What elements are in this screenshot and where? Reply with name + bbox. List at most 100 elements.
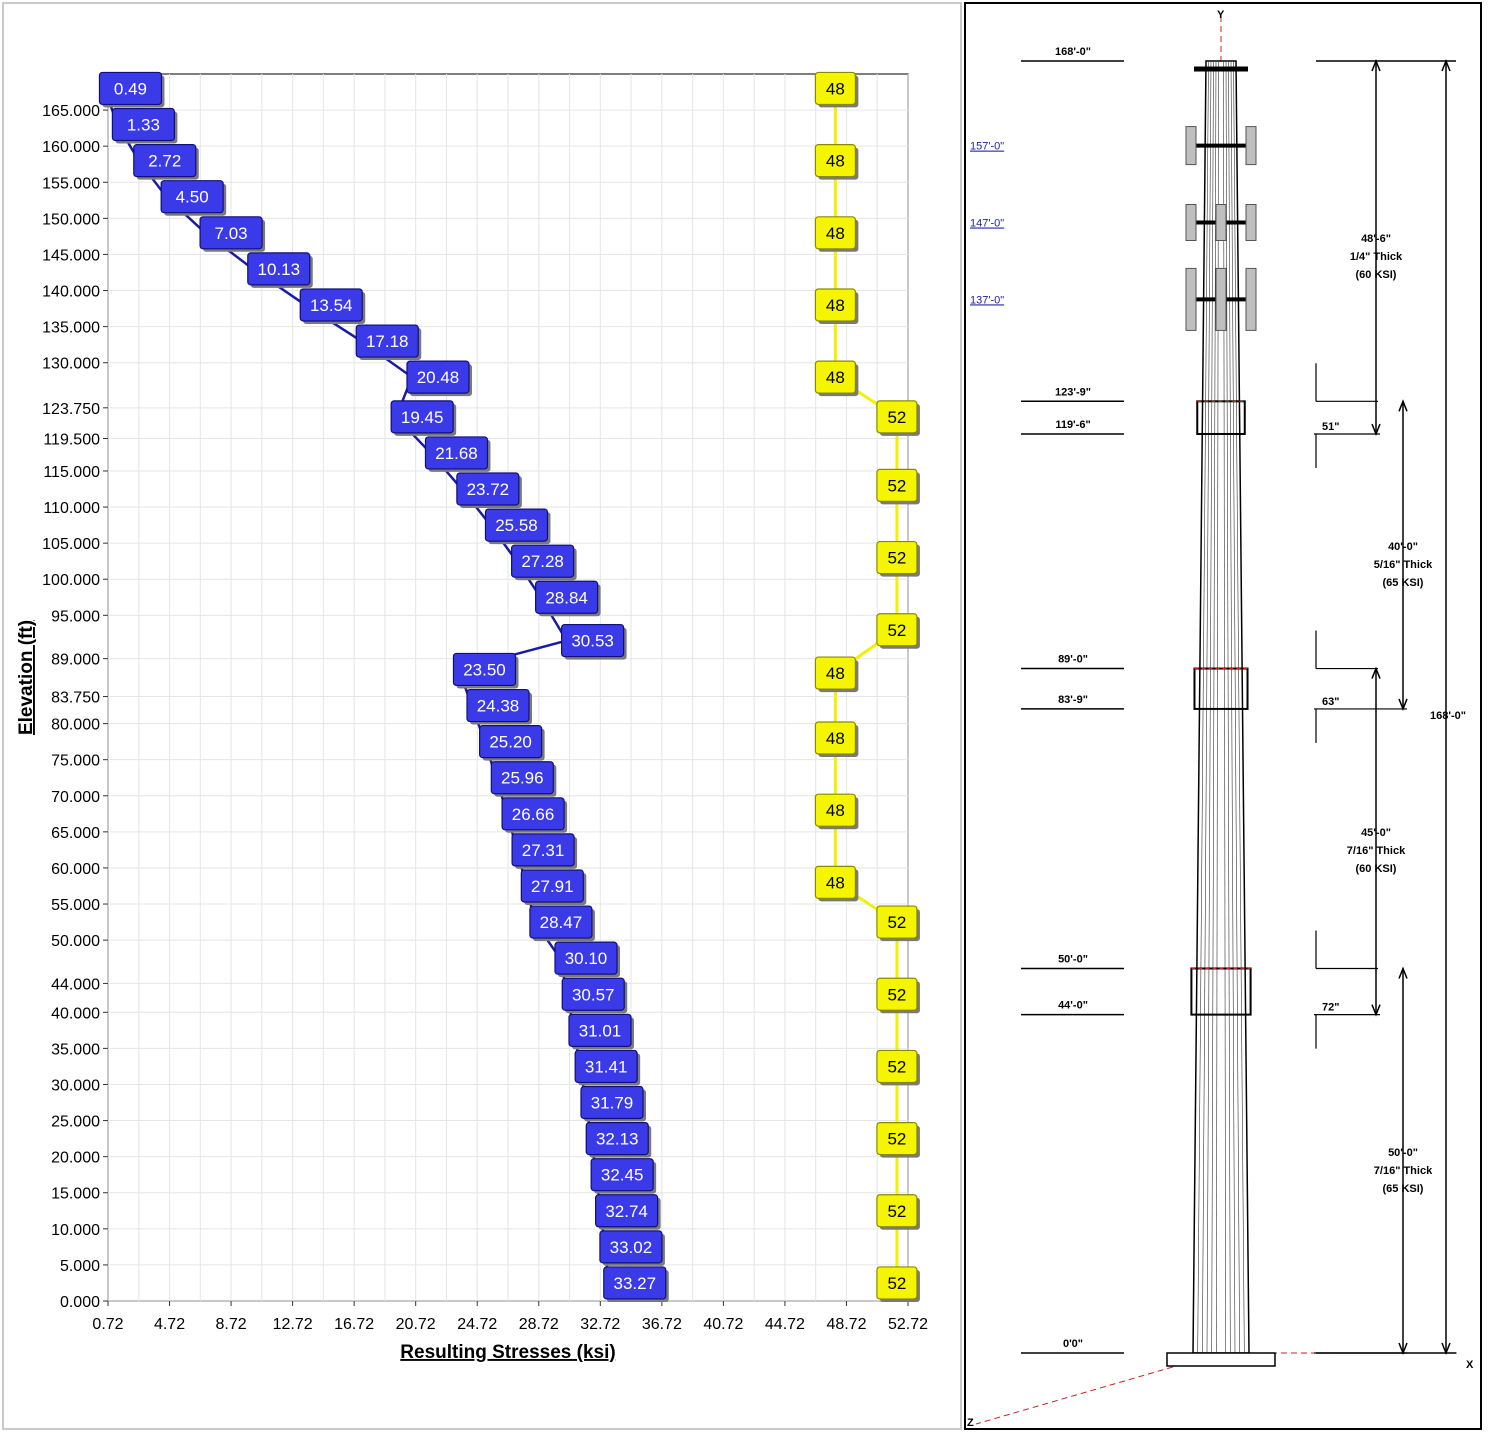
label-box [590,1158,654,1192]
label-box [160,180,224,214]
section-label: (65 KSI) [1383,1183,1424,1195]
elevation-label: 123'-9" [1055,386,1091,398]
label-box [247,252,311,286]
label-box [599,1230,663,1264]
y-tick-label: 30.000 [51,1077,100,1094]
label-text: 31.01 [579,1021,622,1040]
section-label: 7/16" Thick [1374,1165,1433,1177]
z-axis-label: Z [967,1417,974,1428]
y-tick-label: 0.000 [60,1294,100,1311]
overall-height-label: 168'-0" [1430,710,1466,722]
antenna-panel [1215,204,1227,241]
label-box [603,1266,667,1300]
label-text: 52 [887,621,906,640]
y-tick-label: 165.000 [42,103,100,120]
pole-facet-line [1225,60,1231,1354]
label-box [511,544,575,578]
stress-label: 1.33 [111,107,178,144]
stress-label: 32.45 [590,1158,657,1194]
stress-label: 32.13 [585,1122,652,1158]
yield-label: 52 [876,468,920,505]
label-box [814,71,856,106]
yield-label: 48 [814,721,859,758]
x-axis-label: X [1466,1359,1474,1371]
stress-label: 23.72 [456,472,522,509]
label-text: 48 [826,152,845,171]
stress-label: 26.66 [501,797,568,833]
yield-label: 52 [876,905,920,942]
label-text: 27.28 [521,552,564,571]
mount-elevation-label: 147'-0" [970,218,1004,230]
stress-label: 2.72 [133,144,199,180]
yield-label: 52 [876,613,920,649]
label-text: 31.41 [585,1057,628,1076]
x-tick-label: 8.72 [216,1316,247,1333]
splice-length-label: 51" [1322,421,1339,433]
label-box [424,436,489,470]
section-label: (60 KSI) [1356,269,1397,281]
x-tick-label: 0.72 [92,1316,123,1333]
yield-label: 52 [876,1194,920,1230]
label-box [876,905,918,939]
y-tick-label: 10.000 [51,1222,100,1239]
arrow-head [1398,399,1408,412]
x-tick-label: 32.72 [580,1316,620,1333]
splice-length-label: 72" [1322,1002,1339,1014]
label-box [490,761,554,795]
elevation-label: 168'-0" [1055,46,1091,58]
y-tick-label: 70.000 [51,789,100,806]
x-tick-label: 20.72 [396,1316,436,1333]
label-text: 48 [826,664,845,683]
label-text: 27.91 [531,877,574,896]
dimensions: 168'-0" 48'-6" 1/4" Thick (60 KSI) 40'-0" 5/1… [1314,58,1466,1356]
x-axis: 0.72 4.72 8.72 12.72 16.72 20.72 24.72 28.72 32.… [92,1301,928,1333]
elevation-label: 83'-9" [1058,694,1088,706]
pole-facet-line [1206,60,1214,1354]
stress-label: 31.79 [580,1085,646,1122]
label-text: 20.48 [417,368,460,387]
section-label: 1/4" Thick [1350,251,1403,263]
stress-label: 24.38 [466,688,532,725]
yield-label: 52 [876,1122,920,1158]
label-text: 33.02 [610,1238,653,1257]
label-box [561,623,625,658]
y-tick-label: 105.000 [42,536,100,553]
label-box [390,400,454,434]
label-box [501,797,565,831]
label-text: 32.74 [605,1202,648,1221]
label-text: 25.20 [489,733,532,752]
y-tick-label: 65.000 [51,825,100,842]
label-text: 52 [887,1274,906,1293]
yield-label: 48 [814,360,859,397]
y-tick-label: 20.000 [51,1150,100,1167]
x-axis-title: Resulting Stresses (ksi) [400,1342,615,1363]
label-text: 52 [887,549,906,568]
label-box [876,1049,918,1084]
y-tick-label: 5.000 [60,1258,100,1275]
x-tick-label: 28.72 [519,1316,559,1333]
stress-label: 25.58 [484,508,551,545]
label-text: 21.68 [435,444,478,463]
splice-joint [1193,667,1249,710]
label-text: 28.84 [545,588,588,607]
antenna-panel [1185,204,1197,241]
stress-label: 32.74 [595,1194,661,1230]
label-text: 48 [826,296,845,315]
stress-label: 0.49 [98,71,165,108]
label-text: 10.13 [257,260,300,279]
y-tick-label: 150.000 [42,211,100,228]
x-tick-label: 44.72 [765,1316,805,1333]
pole-facet-line [1211,60,1217,1354]
yield-labels: 48 48 48 48 48 52 52 52 52 48 48 48 48 52 52 52 52 52 52 [814,71,920,1302]
label-box [580,1085,644,1120]
label-text: 17.18 [366,332,409,351]
y-axis-label: Y [1217,9,1225,21]
antenna-panel [1185,126,1197,166]
label-box [479,725,543,759]
label-box [452,652,517,687]
antenna-panel [1185,267,1197,331]
elevation-label: 0'0" [1063,1338,1083,1350]
stress-label: 20.48 [406,360,472,397]
yield-label: 52 [876,1266,920,1302]
